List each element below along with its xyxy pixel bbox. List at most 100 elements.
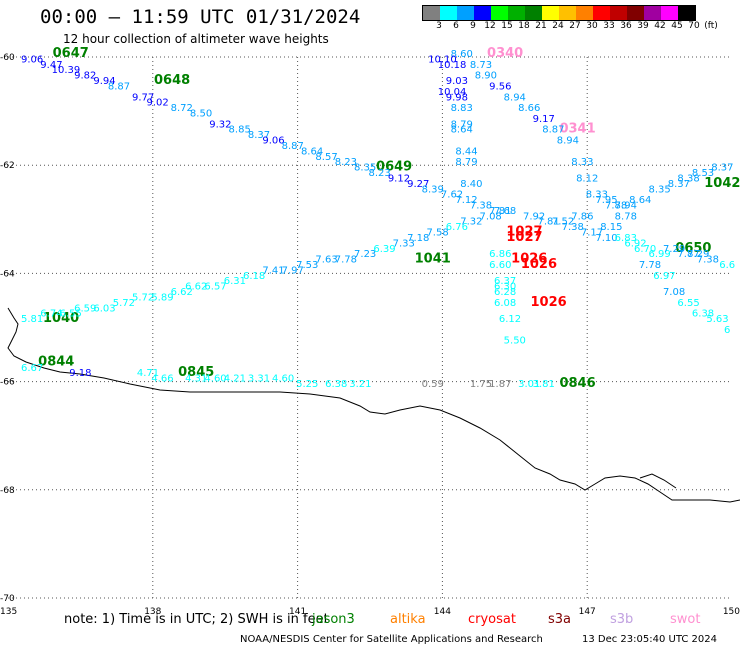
wave-height-value: 9.12: [388, 173, 410, 184]
wave-height-value: 3.01: [518, 379, 540, 390]
wave-height-value: 6.92: [624, 238, 646, 249]
color-swatch: [474, 6, 491, 20]
wave-height-value: 8.78: [615, 211, 637, 222]
wave-height-value: 7.29: [663, 244, 685, 255]
wave-height-value: 6.62: [185, 282, 207, 293]
wave-height-value: 8.23: [335, 157, 357, 168]
wave-height-value: 9.82: [74, 71, 96, 82]
color-scale-label: 27: [569, 21, 581, 31]
color-swatch: [576, 6, 593, 20]
color-swatch: [508, 6, 525, 20]
wave-height-value: 6.30: [494, 282, 516, 293]
color-scale-label: 3: [436, 21, 442, 31]
wave-height-value: 9.94: [93, 76, 115, 87]
wave-height-value: 8.79: [455, 157, 477, 168]
wave-height-value: 7.12: [455, 195, 477, 206]
wave-height-value: 9.06: [262, 136, 284, 147]
color-swatch: [559, 6, 576, 20]
pass-labels: 0647 0648 0649 1042 1041 1040 0650 0844 0845 0846…: [38, 46, 740, 391]
wave-height-value: 8.83: [451, 103, 473, 114]
wave-height-value: 7.32: [460, 217, 482, 228]
wave-height-value: 6.97: [653, 271, 675, 282]
pass-time-label: 0846: [559, 376, 595, 391]
wave-height-value: 6.12: [499, 314, 521, 325]
wave-height-value: 7.18: [407, 233, 429, 244]
mission-name-altika: altika: [390, 612, 426, 627]
wave-height-value: 9.77: [132, 92, 154, 103]
pass-time-label: 1026: [521, 257, 557, 272]
wave-height-value: 6.70: [634, 244, 656, 255]
map-grid: [8, 56, 732, 599]
pass-time-label: 0844: [38, 354, 74, 369]
wave-height-value: 8.64: [629, 195, 651, 206]
wave-height-value: 6.38: [692, 309, 714, 320]
color-scale-label: 9: [470, 21, 476, 31]
wave-height-value: 8.90: [475, 71, 497, 82]
wave-height-value: 8.38: [677, 173, 699, 184]
wave-height-value: 7.95: [595, 195, 617, 206]
wave-height-value: 5.89: [151, 292, 173, 303]
wave-height-value: 8.94: [557, 136, 579, 147]
color-scale-bar: [422, 5, 696, 21]
color-swatch: [491, 6, 508, 20]
y-tick-label: -62: [0, 161, 15, 171]
wave-height-value: 8.39: [422, 184, 444, 195]
wave-height-value: 9.27: [407, 179, 429, 190]
wave-height-value: 6.74: [40, 309, 62, 320]
y-tick-label: -66: [0, 378, 15, 388]
mission-name-s3a: s3a: [548, 612, 572, 627]
wave-height-value: 1.75: [470, 379, 492, 390]
pass-time-label: 0649: [376, 160, 412, 175]
pass-time-label: 0650: [675, 241, 711, 256]
wave-height-value: 7.63: [315, 255, 337, 266]
wave-height-value: 9.17: [533, 114, 555, 125]
wave-height-value: 8.23: [369, 168, 391, 179]
wave-height-value: 6.55: [677, 298, 699, 309]
wave-height-value: 8.50: [190, 109, 212, 120]
color-swatch: [457, 6, 474, 20]
pass-time-label: 0647: [53, 46, 89, 61]
wave-height-value: 8.79: [451, 119, 473, 130]
wave-height-value: 6.18: [243, 271, 265, 282]
wave-height-value: 5.72: [113, 298, 135, 309]
wave-height-value: 4.66: [151, 374, 173, 385]
wave-height-value: 5.63: [706, 314, 728, 325]
y-tick-label: -70: [0, 594, 15, 604]
pass-time-label: 0341: [559, 122, 595, 137]
color-scale-label: 70: [688, 21, 700, 31]
wave-height-value: 6.86: [489, 249, 511, 260]
wave-height-value: 8.64: [451, 125, 473, 136]
color-swatch: [440, 6, 457, 20]
wave-height-value: 7.41: [262, 265, 284, 276]
pass-time-label: 0340: [487, 46, 523, 61]
wave-height-value: 8.85: [229, 125, 251, 136]
pass-time-label: 1042: [704, 176, 740, 191]
wave-height-value: 8.40: [460, 179, 482, 190]
color-scale-label: 39: [637, 21, 649, 31]
wave-height-value: 8.37: [668, 179, 690, 190]
wave-height-value: 6.76: [446, 222, 468, 233]
pass-time-label: 0648: [154, 73, 190, 88]
wave-height-value: 6.31: [224, 276, 246, 287]
mission-name-s3b: s3b: [610, 612, 634, 627]
wave-height-value: 9.06: [21, 54, 43, 65]
wave-height-value: 9.98: [446, 92, 468, 103]
wave-height-value: 0.59: [422, 379, 444, 390]
wave-height-value: 5.50: [504, 336, 526, 347]
pass-time-label: 1026: [530, 295, 566, 310]
wave-height-value: 10.18: [438, 60, 467, 71]
color-swatch: [661, 6, 678, 20]
wave-height-value: 8.73: [470, 60, 492, 71]
wave-height-value: 6.57: [204, 282, 226, 293]
y-tick-label: -60: [0, 53, 15, 63]
wave-height-value: 10.10: [428, 54, 457, 65]
pass-time-label: 1041: [415, 252, 451, 267]
color-scale-label: 42: [654, 21, 666, 31]
wave-height-value: 8.64: [301, 146, 323, 157]
pass-time-label: 1040: [43, 311, 79, 326]
wave-height-value: 7.53: [296, 260, 318, 271]
wave-height-value: 9.18: [69, 368, 91, 379]
wave-height-value: 6.59: [74, 303, 96, 314]
chart-title: 00:00 – 11:59 UTC 01/31/2024: [40, 6, 361, 28]
